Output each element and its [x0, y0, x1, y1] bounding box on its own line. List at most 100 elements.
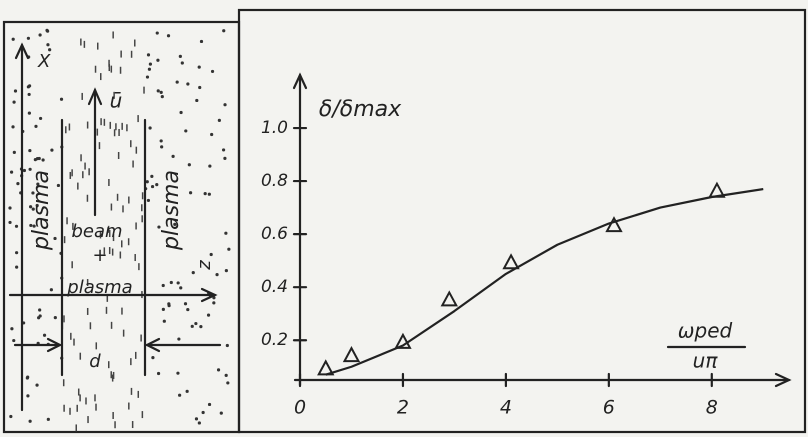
dot [194, 417, 199, 421]
dot [222, 29, 226, 33]
dot [157, 225, 161, 229]
dot [179, 110, 183, 115]
x-tick-label: 4 [500, 397, 512, 419]
arrow-head [200, 287, 218, 303]
triangle-marker [440, 290, 458, 307]
dot [46, 43, 50, 47]
dot [156, 58, 160, 62]
plasma-label: plasma [29, 170, 54, 251]
dot [16, 182, 20, 186]
dot [179, 286, 183, 290]
dot [180, 61, 184, 65]
dot [226, 381, 230, 385]
y-tick-label: 0.6 [261, 224, 288, 244]
dot [26, 394, 30, 398]
dot [227, 247, 231, 251]
y-tick-label: 0.4 [261, 277, 288, 297]
diagram: X z ū plasma plasma beam + plasma d [2, 8, 807, 434]
dot [176, 281, 180, 285]
x-tick-label: 0 [294, 397, 306, 419]
dot [183, 302, 188, 306]
dot [224, 269, 228, 273]
arrow-head [144, 337, 161, 353]
dot [146, 198, 151, 203]
dot [35, 203, 39, 208]
beam-label: beam [71, 221, 122, 242]
dot [207, 402, 212, 407]
dot [38, 33, 42, 37]
dot [210, 132, 214, 137]
dot [160, 94, 164, 99]
dot [208, 164, 212, 168]
dot [156, 371, 161, 376]
dot [8, 206, 12, 210]
plus-label: + [92, 245, 107, 266]
arrow-head [774, 372, 792, 388]
dot [156, 89, 160, 93]
dot [159, 139, 163, 143]
y-tick-label: 1.0 [261, 118, 288, 138]
triangle-marker [394, 332, 412, 349]
dot [199, 39, 204, 44]
dot [162, 319, 166, 323]
dot [221, 148, 226, 152]
plasma-label: plasma [159, 170, 184, 251]
dot [26, 36, 31, 40]
dot [178, 54, 182, 58]
dot [37, 156, 41, 161]
dot [223, 156, 227, 160]
dot [15, 251, 19, 255]
dot [12, 150, 16, 154]
dot [207, 192, 211, 196]
dot [33, 158, 37, 162]
dot [53, 315, 57, 320]
dot [177, 337, 181, 341]
x-axis-label-numerator: ωped [678, 319, 733, 343]
dot [184, 129, 188, 133]
dot [201, 410, 205, 415]
dot [176, 371, 180, 375]
dot [191, 271, 195, 275]
dot [29, 223, 33, 228]
dot [59, 97, 64, 101]
dot [197, 421, 201, 425]
dot [28, 205, 33, 209]
dot [195, 98, 199, 103]
dot [11, 37, 15, 41]
dot [12, 100, 16, 104]
dot [42, 333, 47, 337]
dot [219, 411, 223, 415]
dot [215, 273, 219, 277]
dot [178, 393, 182, 397]
dot [25, 376, 29, 380]
dot [27, 92, 31, 97]
dot [225, 343, 229, 348]
dot [173, 222, 177, 226]
triangle-marker [342, 346, 361, 363]
width-label: d [89, 351, 101, 372]
arrow-head [292, 72, 308, 90]
y-axis-label: δ/δmax [319, 97, 402, 122]
arrow-head [87, 87, 103, 106]
dot [151, 356, 155, 360]
z-axis-label: z [194, 260, 215, 271]
x-tick-label: 8 [706, 397, 718, 419]
curve [325, 187, 764, 376]
dot [216, 368, 221, 372]
triangle-marker [502, 253, 520, 270]
dot [38, 314, 42, 318]
dot [53, 236, 57, 241]
dot [35, 383, 39, 387]
y-tick-label: 0.2 [261, 330, 288, 350]
dot [199, 325, 203, 329]
dot [31, 191, 35, 195]
x-tick-label: 6 [603, 397, 615, 419]
dot [185, 389, 189, 393]
dot [197, 65, 201, 69]
dot [38, 308, 42, 312]
x-axis-label: X [37, 51, 51, 72]
dot [46, 29, 50, 33]
dot [10, 327, 14, 331]
dot [161, 307, 165, 311]
dot [147, 67, 152, 71]
